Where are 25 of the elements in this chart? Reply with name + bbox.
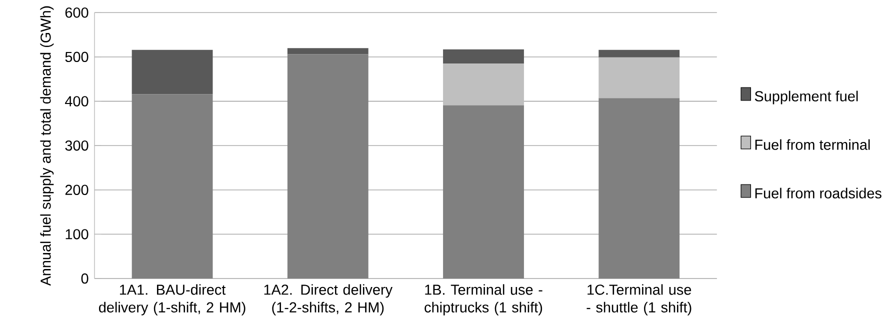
x-tick-label: 1A1. BAU-direct delivery (1-shift, 2 HM) <box>98 284 246 316</box>
bar <box>443 64 524 106</box>
x-tick-label: 1B. Terminal use - chiptrucks (1 shift) <box>424 284 542 316</box>
y-tick-label: 300 <box>65 140 88 151</box>
bar <box>443 50 524 64</box>
y-tick-label: 600 <box>65 8 88 18</box>
y-tick-label: 500 <box>65 52 88 62</box>
y-tick-label: 100 <box>66 229 88 240</box>
x-tick-label: 1A2. Direct delivery (1-2-shifts, 2 HM) <box>264 284 393 316</box>
bar <box>598 98 680 279</box>
bar <box>598 58 680 98</box>
y-tick-label: 400 <box>65 96 88 107</box>
y-axis-title: Annual fuel supply and total demand (GWh) <box>40 6 54 286</box>
bar <box>287 54 368 279</box>
x-tick-label: 1C.Terminal use - shuttle (1 shift) <box>586 284 692 316</box>
legend-label: Supplement fuel <box>754 90 858 104</box>
legend-label: Fuel from roadsides <box>755 188 882 199</box>
bar <box>287 48 368 54</box>
y-tick-label: 200 <box>65 184 88 196</box>
bar <box>132 50 213 94</box>
bar <box>443 105 524 279</box>
y-tick-label: 0 <box>81 274 88 284</box>
bar <box>132 94 213 279</box>
legend-label: Fuel from terminal <box>755 139 870 150</box>
bar <box>598 50 680 58</box>
